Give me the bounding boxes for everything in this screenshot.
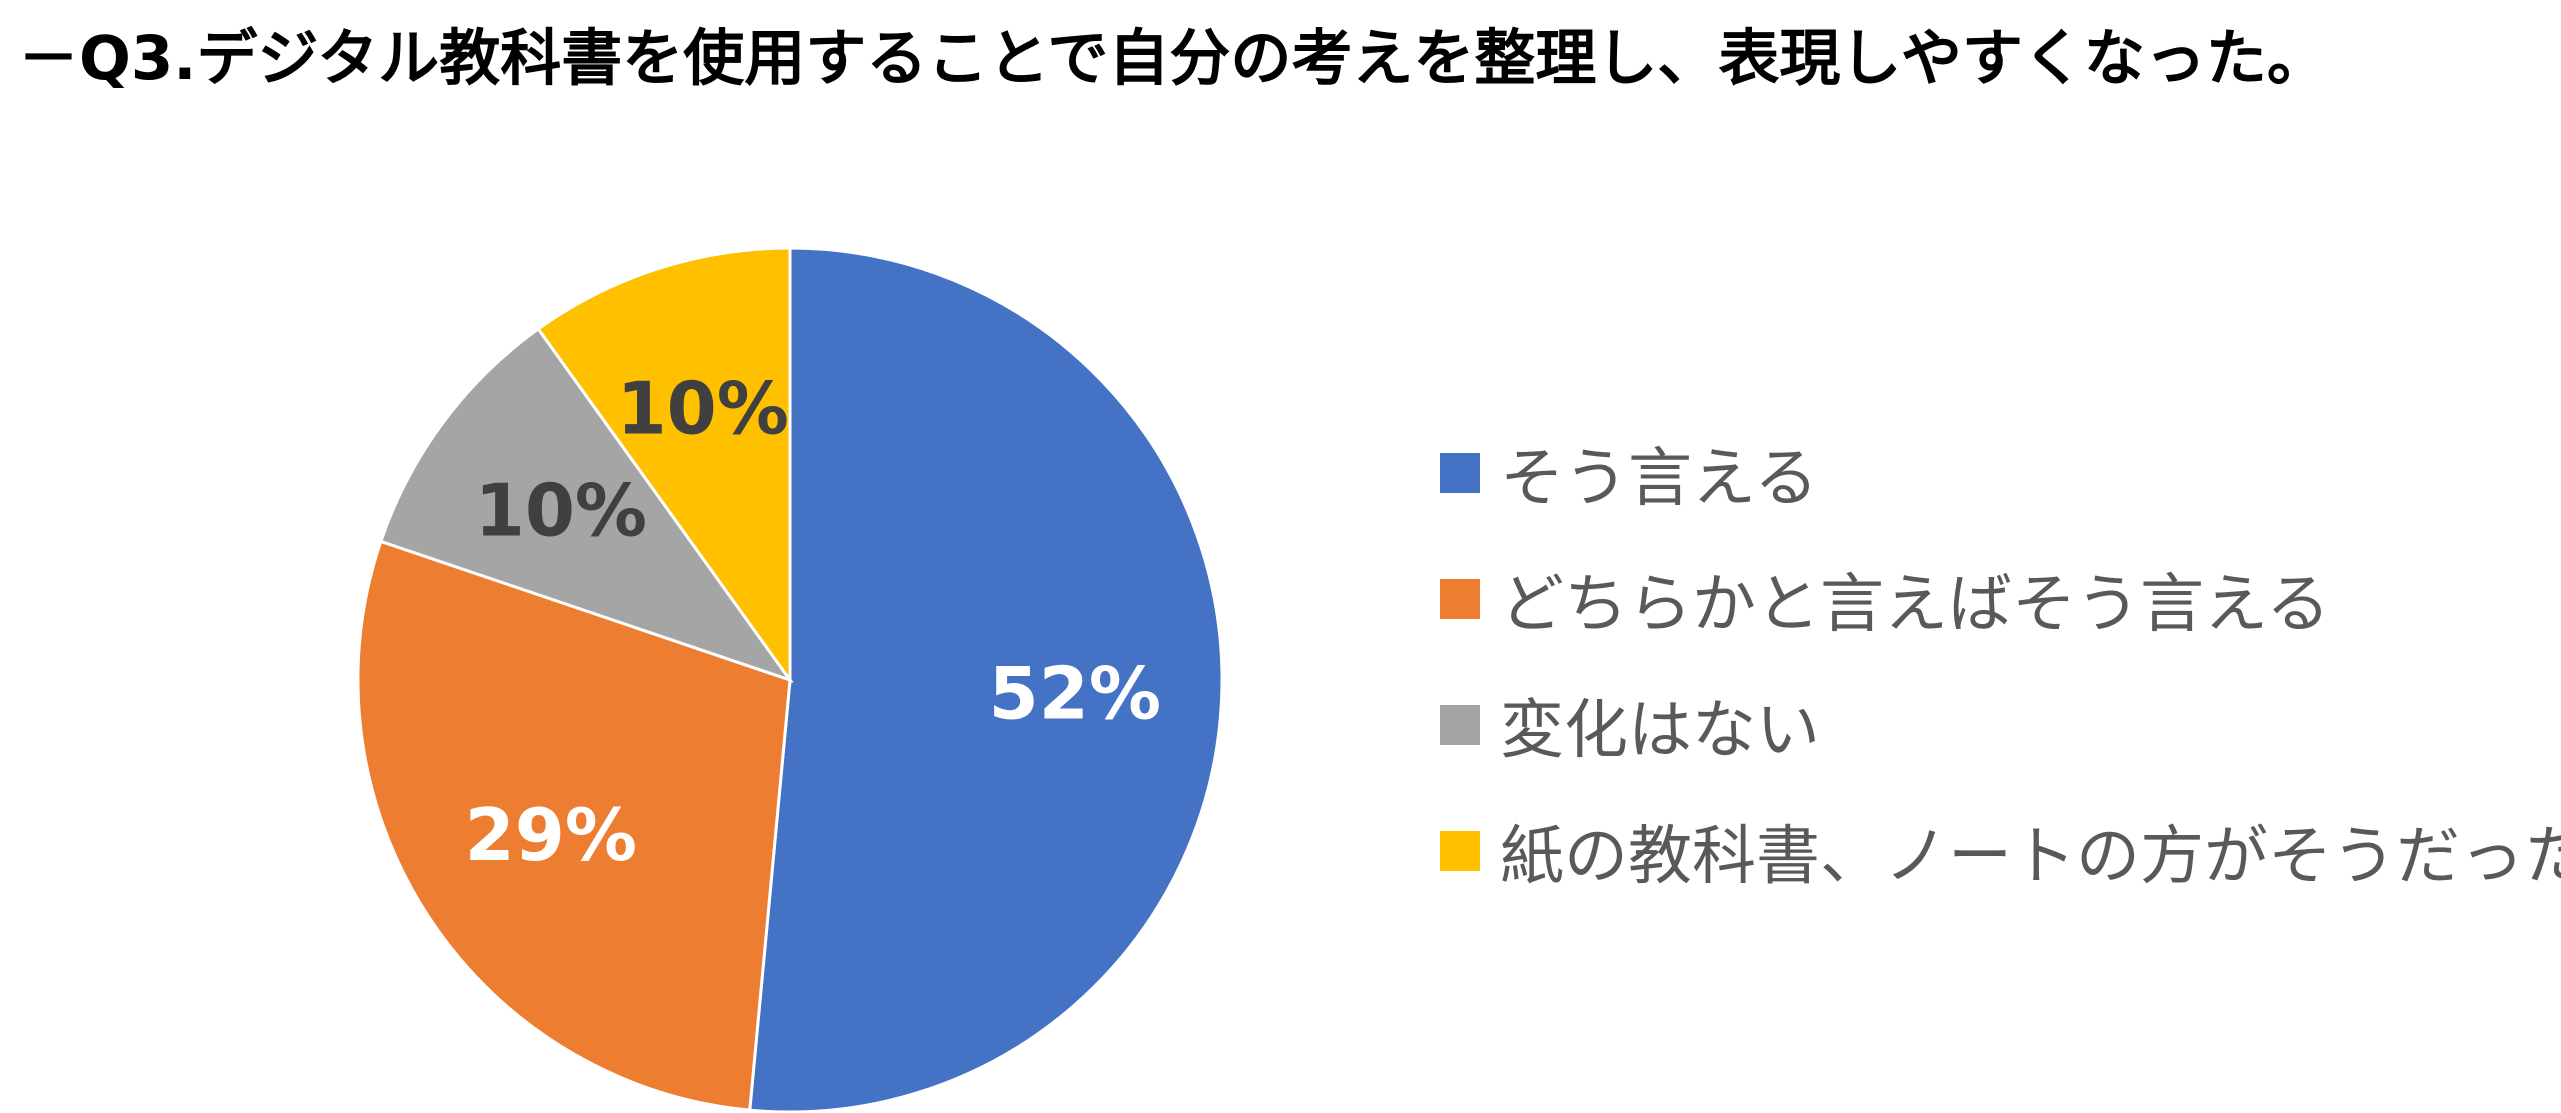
pie-slice-4 [536, 246, 792, 685]
data-label-1: 52% [989, 651, 1161, 735]
legend-label-3: 変化はない [1500, 694, 1820, 768]
legend-item-4: 紙の教科書、ノートの方がそうだった [1440, 788, 2561, 914]
legend-item-2: どちらかと言えばそう言える [1440, 536, 2561, 662]
legend-swatch-1 [1440, 453, 1480, 493]
pie-slice-1 [748, 246, 1224, 1113]
chart-legend: そう言えるどちらかと言えばそう言える 変化はない紙の教科書、ノートの方がそうだった [1440, 410, 2561, 914]
pie-slice-2 [356, 539, 792, 1112]
legend-label-1: そう言える [1500, 442, 1819, 516]
legend-swatch-3 [1440, 705, 1480, 745]
data-label-3: 10% [475, 468, 647, 552]
legend-swatch-4 [1440, 831, 1480, 871]
pie-slice-3 [378, 326, 794, 683]
legend-label-4: 紙の教科書、ノートの方がそうだった [1500, 820, 2561, 894]
legend-item-1: そう言える [1440, 410, 2561, 536]
chart-title: －Q3.デジタル教科書を使用することで自分の考えを整理し、表現しやすくなった。 [18, 23, 2328, 94]
legend-label-2: どちらかと言えばそう言える [1500, 568, 2331, 642]
data-label-2: 29% [465, 793, 637, 877]
data-label-4: 10% [617, 367, 789, 451]
legend-item-3: 変化はない [1440, 662, 2561, 788]
legend-swatch-2 [1440, 579, 1480, 619]
